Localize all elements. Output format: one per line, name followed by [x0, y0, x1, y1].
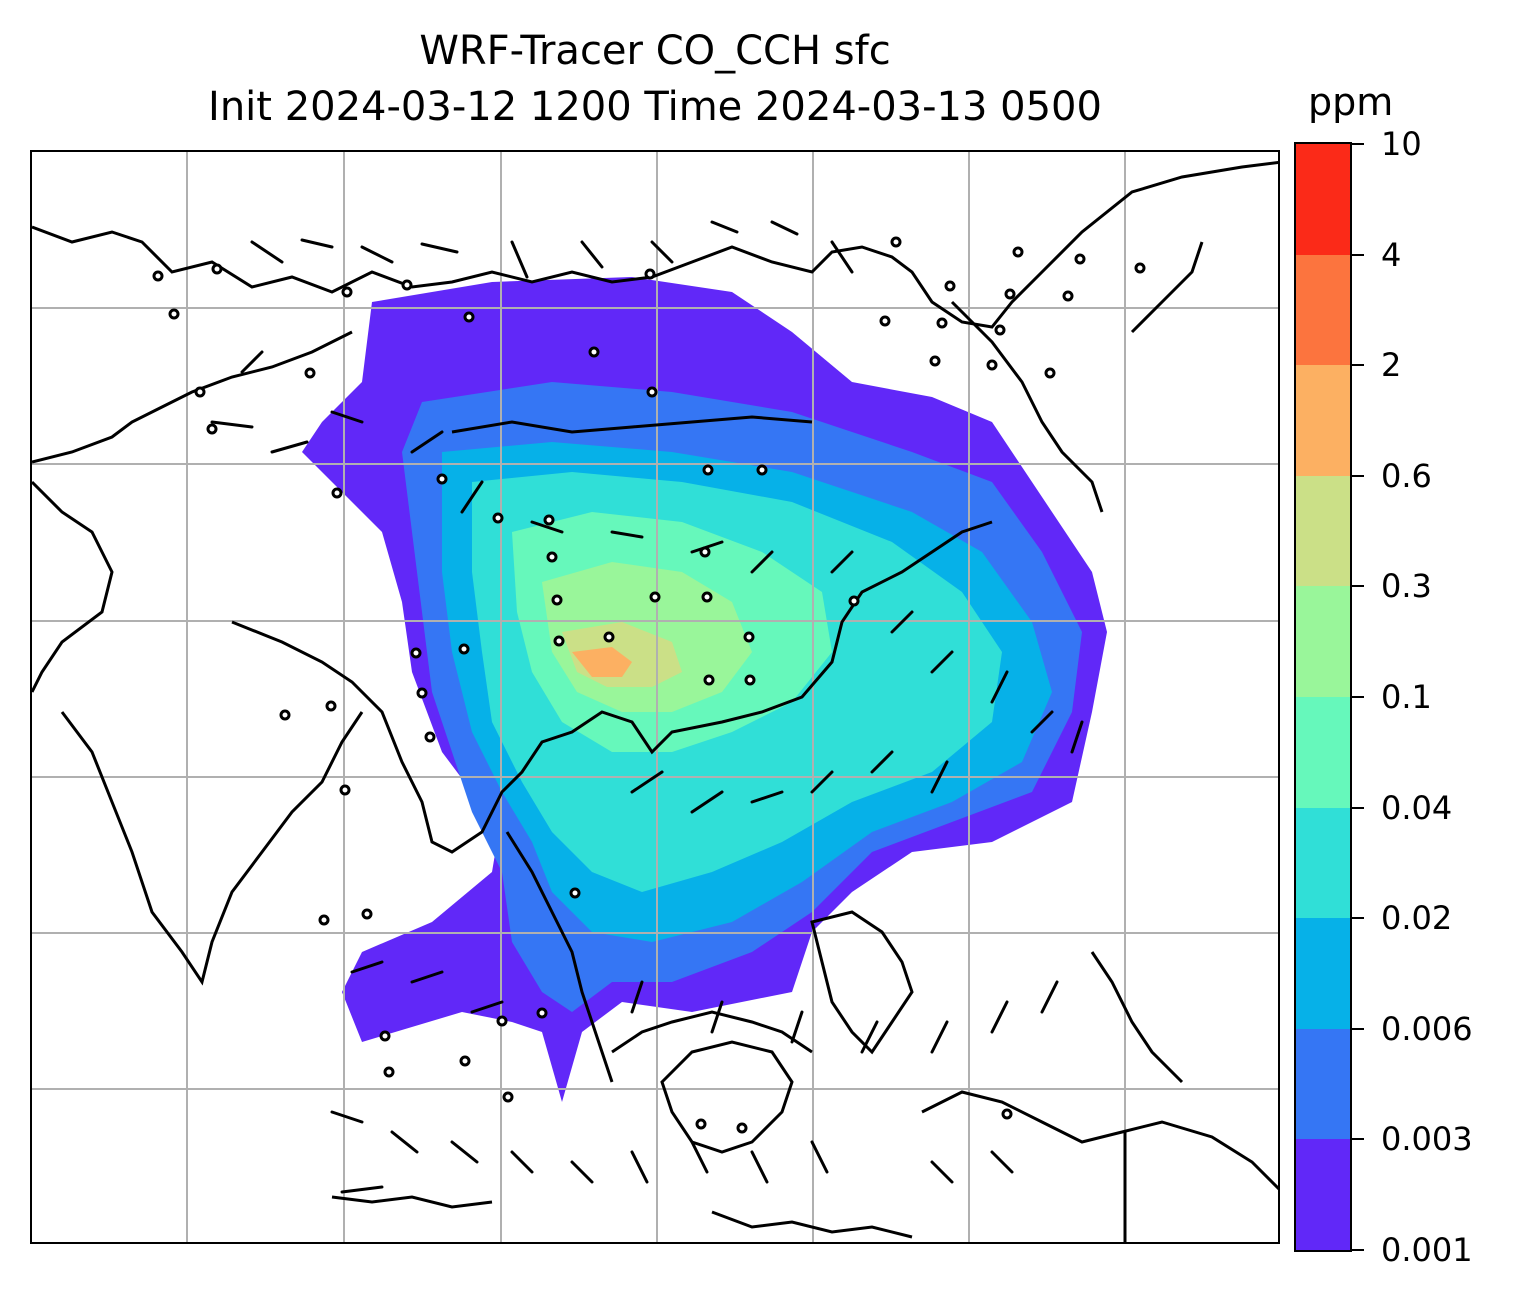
- colorbar-segment: [1296, 586, 1350, 698]
- colorbar-tick: [1352, 1138, 1364, 1141]
- colorbar-tick: [1352, 1249, 1364, 1251]
- colorbar-segment: [1296, 697, 1350, 808]
- map-title-line2: Init 2024-03-12 1200 Time 2024-03-13 050…: [208, 84, 1102, 130]
- colorbar-unit: ppm: [1308, 80, 1394, 124]
- colorbar-tick-label: 0.02: [1381, 899, 1453, 938]
- colorbar-segment: [1296, 475, 1350, 587]
- colorbar-segment: [1296, 918, 1350, 1029]
- map-canvas: [32, 152, 1278, 1242]
- colorbar-segment: [1296, 365, 1350, 476]
- colorbar-tick: [1352, 474, 1364, 477]
- colorbar-segment: [1296, 1139, 1350, 1250]
- colorbar-tick-label: 2: [1381, 346, 1402, 385]
- colorbar-tick-label: 4: [1381, 235, 1402, 274]
- colorbar-tick: [1352, 917, 1364, 920]
- colorbar-tick: [1352, 1027, 1364, 1030]
- coastlines: [32, 160, 1278, 1242]
- colorbar-tick-label: 0.3: [1381, 567, 1432, 606]
- colorbar-segment: [1296, 254, 1350, 366]
- map-panel: [30, 150, 1280, 1244]
- colorbar-tick-label: 0.6: [1381, 456, 1432, 495]
- colorbar-tick-label: 0.003: [1381, 1120, 1473, 1159]
- map-title-line1: WRF-Tracer CO_CCH sfc: [419, 28, 891, 74]
- colorbar: [1294, 142, 1352, 1252]
- station-markers: [152, 236, 1146, 1134]
- colorbar-tick-label: 0.1: [1381, 678, 1432, 716]
- colorbar-tick-label: 10: [1381, 125, 1422, 163]
- wind-barbs: [210, 220, 1084, 1194]
- colorbar-tick: [1352, 696, 1364, 698]
- colorbar-segment: [1296, 144, 1350, 255]
- colorbar-tick: [1352, 253, 1364, 256]
- colorbar-tick-label: 0.001: [1381, 1231, 1473, 1269]
- colorbar-tick: [1352, 364, 1364, 367]
- colorbar-tick: [1352, 585, 1364, 588]
- colorbar-tick-label: 0.04: [1381, 788, 1453, 827]
- tracer-level-8: [572, 647, 632, 677]
- colorbar-tick: [1352, 806, 1364, 809]
- colorbar-segment: [1296, 807, 1350, 919]
- colorbar-tick: [1352, 143, 1364, 145]
- tracer-fill: [302, 277, 1107, 1102]
- colorbar-segment: [1296, 1028, 1350, 1140]
- colorbar-tick-label: 0.006: [1381, 1009, 1473, 1048]
